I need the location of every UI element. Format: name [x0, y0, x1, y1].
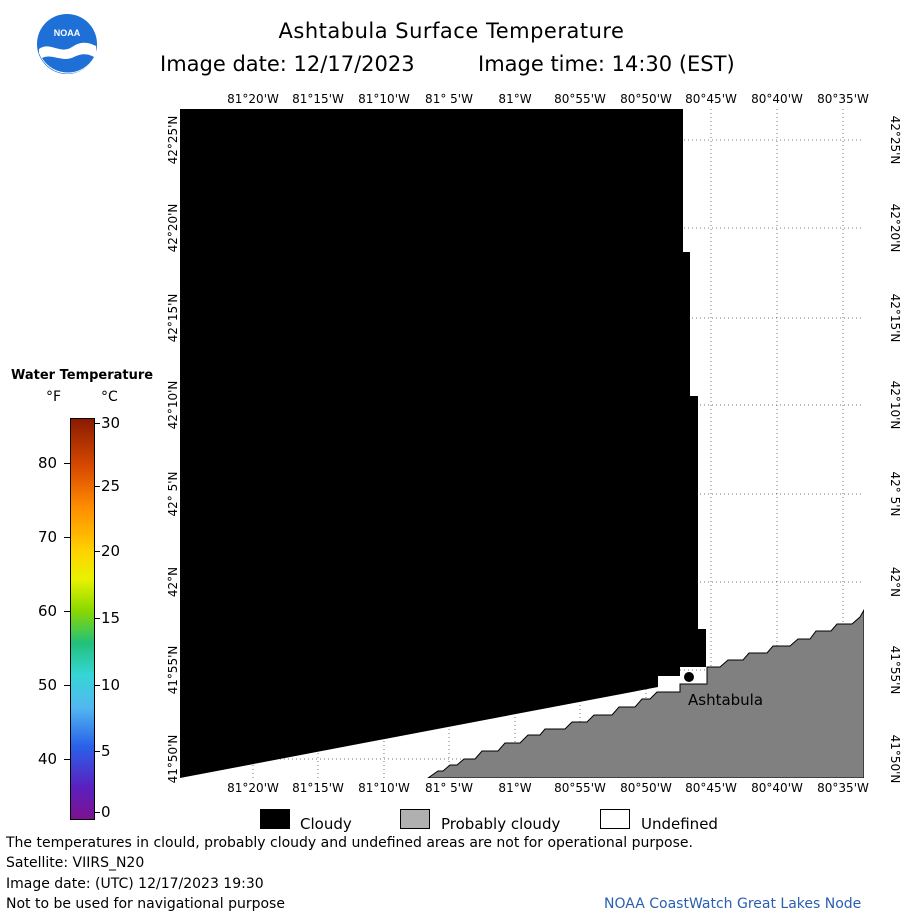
lon-label-top: 81°15'W [292, 92, 344, 106]
celsius-tick: 25 [101, 477, 121, 495]
lon-label-bottom: 81°10'W [358, 781, 410, 795]
disclaimer-text: The temperatures in clould, probably clo… [6, 835, 693, 851]
lat-label-right: 41°50'N [888, 734, 902, 784]
lat-label-right: 42°25'N [888, 115, 902, 165]
page-title: Ashtabula Surface Temperature [278, 19, 625, 43]
legend-title: Water Temperature [11, 368, 154, 383]
celsius-tick-mark [94, 423, 100, 424]
fahrenheit-tick-mark [64, 463, 70, 464]
lon-label-bottom: 81°15'W [292, 781, 344, 795]
lat-label-right: 41°55'N [888, 645, 902, 695]
fahrenheit-tick-mark [64, 759, 70, 760]
fahrenheit-tick-mark [64, 537, 70, 538]
lon-label-bottom: 81° 5'W [425, 781, 473, 795]
celsius-tick: 5 [101, 742, 111, 760]
undefined-label: Undefined [641, 815, 718, 833]
celsius-tick-mark [94, 812, 100, 813]
lat-label-right: 42°10'N [888, 380, 902, 430]
lon-label-bottom: 80°50'W [620, 781, 672, 795]
lon-label-top: 81°W [498, 92, 532, 106]
celsius-tick-mark [94, 751, 100, 752]
lat-label-left: 42° 5'N [166, 471, 180, 517]
lat-label-right: 42°N [888, 566, 902, 598]
satellite-text: Satellite: VIIRS_N20 [6, 855, 145, 871]
celsius-tick-mark [94, 618, 100, 619]
lat-label-left: 42°20'N [166, 203, 180, 253]
nav-warning-text: Not to be used for navigational purpose [6, 896, 285, 912]
lon-label-bottom: 81°W [498, 781, 532, 795]
lat-label-left: 41°50'N [166, 734, 180, 784]
lon-label-top: 80°50'W [620, 92, 672, 106]
temperature-map[interactable] [180, 109, 864, 778]
legend-unit-f: °F [46, 389, 62, 405]
lon-label-bottom: 80°45'W [685, 781, 737, 795]
celsius-tick: 0 [101, 803, 111, 821]
lon-label-bottom: 81°20'W [227, 781, 279, 795]
lon-label-bottom: 80°55'W [554, 781, 606, 795]
cloudy-label: Cloudy [300, 815, 352, 833]
fahrenheit-tick-mark [64, 685, 70, 686]
lat-label-left: 42°25'N [166, 115, 180, 165]
lon-label-bottom: 80°40'W [751, 781, 803, 795]
lon-label-top: 80°45'W [685, 92, 737, 106]
fahrenheit-tick: 60 [38, 602, 58, 620]
lon-label-top: 81° 5'W [425, 92, 473, 106]
lon-label-top: 81°10'W [358, 92, 410, 106]
undefined-swatch [600, 809, 630, 829]
celsius-tick: 10 [101, 676, 121, 694]
lat-label-left: 42°10'N [166, 380, 180, 430]
image-date: Image date: 12/17/2023 [160, 52, 415, 76]
city-label: Ashtabula [688, 691, 764, 709]
lat-label-right: 42°15'N [888, 293, 902, 343]
utc-date-text: Image date: (UTC) 12/17/2023 19:30 [6, 876, 264, 892]
celsius-tick: 30 [101, 414, 121, 432]
lon-label-top: 80°35'W [817, 92, 869, 106]
logo-text: NOAA [54, 28, 81, 38]
city-marker-icon[interactable] [684, 672, 694, 682]
lon-label-bottom: 80°35'W [817, 781, 869, 795]
lat-label-left: 41°55'N [166, 645, 180, 695]
celsius-tick: 20 [101, 542, 121, 560]
noaa-logo: NOAA [36, 13, 98, 75]
fahrenheit-tick: 80 [38, 454, 58, 472]
lat-label-left: 42°15'N [166, 293, 180, 343]
celsius-tick-mark [94, 551, 100, 552]
lon-label-top: 80°40'W [751, 92, 803, 106]
probably-cloudy-label: Probably cloudy [441, 815, 561, 833]
credit-link[interactable]: NOAA CoastWatch Great Lakes Node [604, 896, 862, 912]
lat-label-left: 42°N [166, 566, 180, 598]
celsius-tick-mark [94, 486, 100, 487]
lon-label-top: 81°20'W [227, 92, 279, 106]
fahrenheit-tick: 50 [38, 676, 58, 694]
fahrenheit-tick: 70 [38, 528, 58, 546]
cloudy-area [180, 109, 706, 778]
cloudy-swatch [260, 809, 290, 829]
probably-cloudy-area [427, 608, 864, 778]
probably-cloudy-swatch [400, 809, 430, 829]
celsius-tick: 15 [101, 609, 121, 627]
color-scale-bar [70, 418, 95, 820]
lat-label-right: 42° 5'N [888, 471, 902, 517]
lon-label-top: 80°55'W [554, 92, 606, 106]
legend-unit-c: °C [101, 389, 118, 405]
lat-label-right: 42°20'N [888, 203, 902, 253]
fahrenheit-tick-mark [64, 611, 70, 612]
celsius-tick-mark [94, 685, 100, 686]
image-time: Image time: 14:30 (EST) [478, 52, 735, 76]
fahrenheit-tick: 40 [38, 750, 58, 768]
